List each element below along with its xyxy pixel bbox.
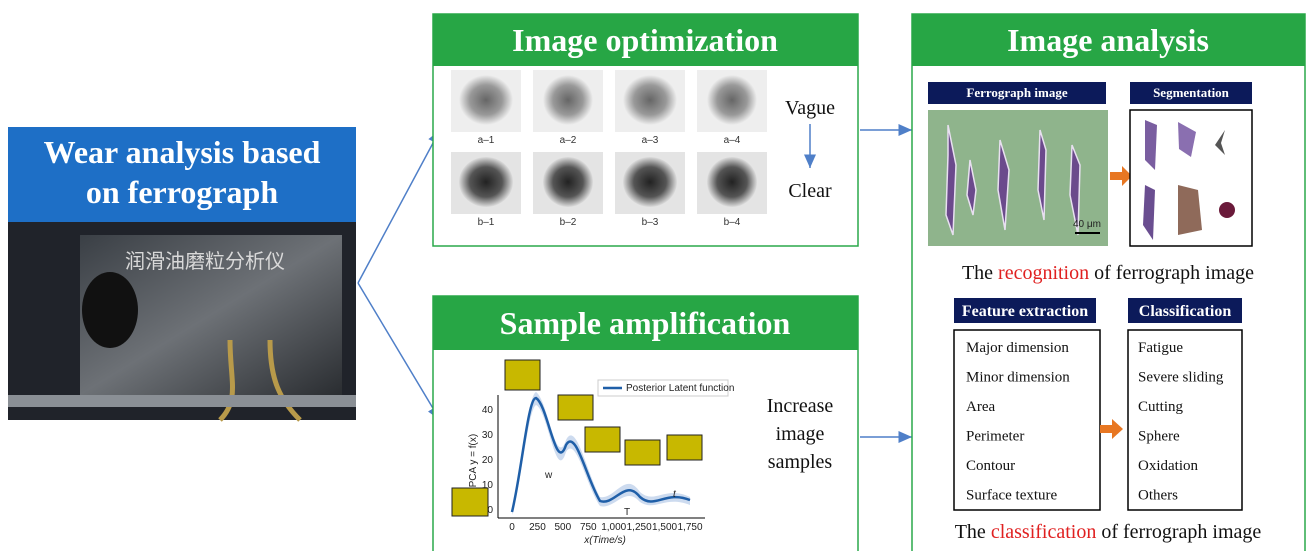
- sample-thumb: [667, 435, 702, 460]
- recognition-caption: The recognition of ferrograph image: [962, 262, 1254, 284]
- x-tick-label: 250: [529, 522, 546, 533]
- x-tick-label: 750: [580, 522, 597, 533]
- segmentation-label: Segmentation: [1153, 85, 1230, 100]
- amplification-title: Sample amplification: [500, 305, 791, 341]
- class-item: Sphere: [1138, 429, 1180, 445]
- y-tick-label: 30: [482, 430, 494, 441]
- sample-label: b–2: [560, 217, 577, 228]
- legend-label: Posterior Latent function: [626, 383, 734, 394]
- feature-list: [954, 330, 1100, 510]
- left-title: on ferrograph: [86, 174, 278, 210]
- sample-thumb: [452, 488, 488, 516]
- sample-label: a–2: [560, 135, 577, 146]
- arrow: [358, 283, 440, 420]
- analysis-title: Image analysis: [1007, 22, 1209, 58]
- sample-thumb: [585, 427, 620, 452]
- note: samples: [768, 451, 833, 473]
- left-title: Wear analysis based: [44, 134, 321, 170]
- feature-item: Area: [966, 399, 995, 415]
- sample-label: b–1: [478, 217, 495, 228]
- sample-thumb: [625, 440, 660, 465]
- sample-label: a–1: [478, 135, 495, 146]
- sample-thumb: [558, 395, 593, 420]
- note: image: [776, 423, 825, 445]
- x-tick-label: 1,500: [652, 522, 677, 533]
- feature-item: Surface texture: [966, 488, 1058, 504]
- vague-label: Vague: [785, 97, 835, 119]
- sample-label: a–4: [724, 135, 741, 146]
- class-item: Fatigue: [1138, 340, 1183, 356]
- annotation: T: [624, 507, 630, 518]
- class-label: Classification: [1139, 303, 1232, 320]
- optimization-title: Image optimization: [512, 22, 778, 58]
- y-axis-label: IPCA y = f(x): [468, 434, 479, 490]
- scale-label: 40 μm: [1073, 219, 1101, 230]
- sample-blob: [623, 157, 677, 207]
- sample-blob: [623, 75, 677, 125]
- x-tick-label: 500: [555, 522, 572, 533]
- sample-blob: [707, 157, 757, 207]
- rail: [8, 395, 356, 407]
- device-label: 润滑油磨粒分析仪: [125, 249, 285, 273]
- x-axis-label: x(Time/s): [583, 535, 626, 546]
- class-item: Others: [1138, 488, 1178, 504]
- sample-label: a–3: [642, 135, 659, 146]
- sample-thumb: [505, 360, 540, 390]
- feature-item: Major dimension: [966, 340, 1069, 356]
- classification-caption: The classification of ferrograph image: [955, 521, 1262, 543]
- clear-label: Clear: [788, 180, 832, 202]
- x-tick-label: 1,000: [601, 522, 626, 533]
- ferrograph-label: Ferrograph image: [966, 85, 1067, 100]
- sample-blob: [543, 75, 593, 125]
- class-item: Cutting: [1138, 399, 1184, 415]
- x-tick-label: 1,250: [627, 522, 652, 533]
- sample-label: b–3: [642, 217, 659, 228]
- sample-label: b–4: [724, 217, 741, 228]
- annotation: w: [544, 470, 553, 481]
- cable: [82, 272, 138, 348]
- feature-item: Minor dimension: [966, 370, 1070, 386]
- class-item: Oxidation: [1138, 458, 1198, 474]
- feature-item: Contour: [966, 458, 1015, 474]
- class-list: [1128, 330, 1242, 510]
- class-item: Severe sliding: [1138, 370, 1224, 386]
- x-tick-label: 0: [509, 522, 515, 533]
- diagram: Wear analysis based on ferrograph 润滑油磨粒分…: [0, 0, 1314, 551]
- arrow: [358, 130, 440, 283]
- sample-blob: [707, 75, 757, 125]
- y-tick-label: 40: [482, 405, 494, 416]
- sample-blob: [459, 157, 513, 207]
- sample-blob: [543, 157, 593, 207]
- note: Increase: [767, 395, 834, 417]
- feature-label: Feature extraction: [962, 303, 1088, 320]
- feature-item: Perimeter: [966, 429, 1024, 445]
- sample-blob: [459, 75, 513, 125]
- x-tick-label: 1,750: [677, 522, 702, 533]
- y-tick-label: 20: [482, 455, 494, 466]
